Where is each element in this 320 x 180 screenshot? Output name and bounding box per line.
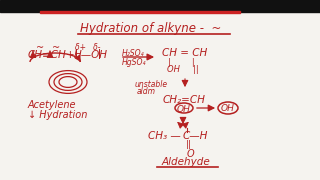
Text: Hydration of alkyne -  ~: Hydration of alkyne - ~ — [80, 22, 221, 35]
Text: CH₂=CH: CH₂=CH — [163, 95, 206, 105]
Text: unstable: unstable — [135, 80, 168, 89]
Bar — [0, 0, 320, 12]
Text: CH = CH: CH = CH — [162, 48, 207, 58]
Text: ~: ~ — [52, 43, 60, 53]
Bar — [40, 11, 240, 12]
Text: ||: || — [186, 140, 192, 149]
Text: |        |: | | — [168, 58, 195, 67]
Text: aldm: aldm — [137, 87, 156, 96]
Text: OH     ||: OH || — [167, 65, 199, 74]
Text: C—H: C—H — [183, 131, 208, 141]
Text: H₂SO₄: H₂SO₄ — [122, 49, 145, 58]
Text: O: O — [187, 149, 195, 159]
Text: ↓ Hydration: ↓ Hydration — [28, 110, 87, 120]
Text: Acetylene: Acetylene — [28, 100, 76, 110]
Text: δ+   δ-: δ+ δ- — [75, 43, 100, 52]
Text: ~: ~ — [36, 43, 44, 53]
Text: CH₃ —: CH₃ — — [148, 131, 181, 141]
Text: HgSO₄: HgSO₄ — [122, 58, 147, 67]
Text: CH≡CH: CH≡CH — [28, 50, 67, 60]
Text: H—OH: H—OH — [74, 50, 108, 60]
Text: OH: OH — [177, 105, 191, 114]
Text: Aldehyde: Aldehyde — [162, 157, 211, 167]
Text: OH: OH — [221, 104, 235, 113]
Text: +: + — [66, 50, 75, 60]
